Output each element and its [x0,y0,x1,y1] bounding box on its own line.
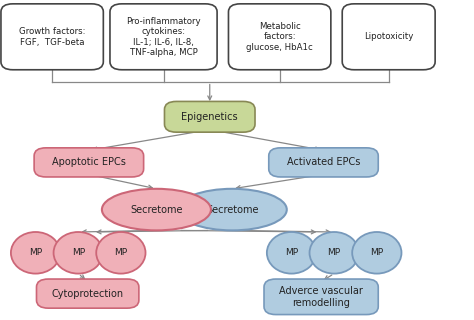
Text: MP: MP [29,248,42,257]
Ellipse shape [352,232,401,274]
Ellipse shape [178,189,287,230]
Text: Metabolic
factors:
glucose, HbA1c: Metabolic factors: glucose, HbA1c [246,22,313,52]
Text: MP: MP [114,248,128,257]
Ellipse shape [102,189,211,230]
Text: MP: MP [72,248,85,257]
Text: Growth factors:
FGF,  TGF-beta: Growth factors: FGF, TGF-beta [19,27,85,46]
FancyBboxPatch shape [1,4,103,70]
Ellipse shape [96,232,146,274]
Text: Epigenetics: Epigenetics [182,112,238,122]
Ellipse shape [54,232,103,274]
Text: Cytoprotection: Cytoprotection [52,289,124,299]
FancyBboxPatch shape [36,279,139,308]
Ellipse shape [310,232,359,274]
Text: Adverce vascular
remodelling: Adverce vascular remodelling [279,286,363,308]
FancyBboxPatch shape [110,4,217,70]
Text: MP: MP [285,248,298,257]
Text: Secretome: Secretome [206,204,258,215]
Text: Pro-inflammatory
cytokines:
IL-1; IL-6, IL-8,
TNF-alpha, MCP: Pro-inflammatory cytokines: IL-1; IL-6, … [126,17,201,57]
Text: Apoptotic EPCs: Apoptotic EPCs [52,157,126,167]
Text: Lipotoxicity: Lipotoxicity [364,32,413,41]
FancyBboxPatch shape [164,101,255,132]
FancyBboxPatch shape [269,148,378,177]
FancyBboxPatch shape [34,148,144,177]
Ellipse shape [267,232,316,274]
FancyBboxPatch shape [228,4,331,70]
Text: MP: MP [370,248,383,257]
Text: Secretome: Secretome [130,204,182,215]
Text: Activated EPCs: Activated EPCs [287,157,360,167]
Text: MP: MP [328,248,341,257]
FancyBboxPatch shape [342,4,435,70]
Ellipse shape [11,232,60,274]
FancyBboxPatch shape [264,279,378,315]
